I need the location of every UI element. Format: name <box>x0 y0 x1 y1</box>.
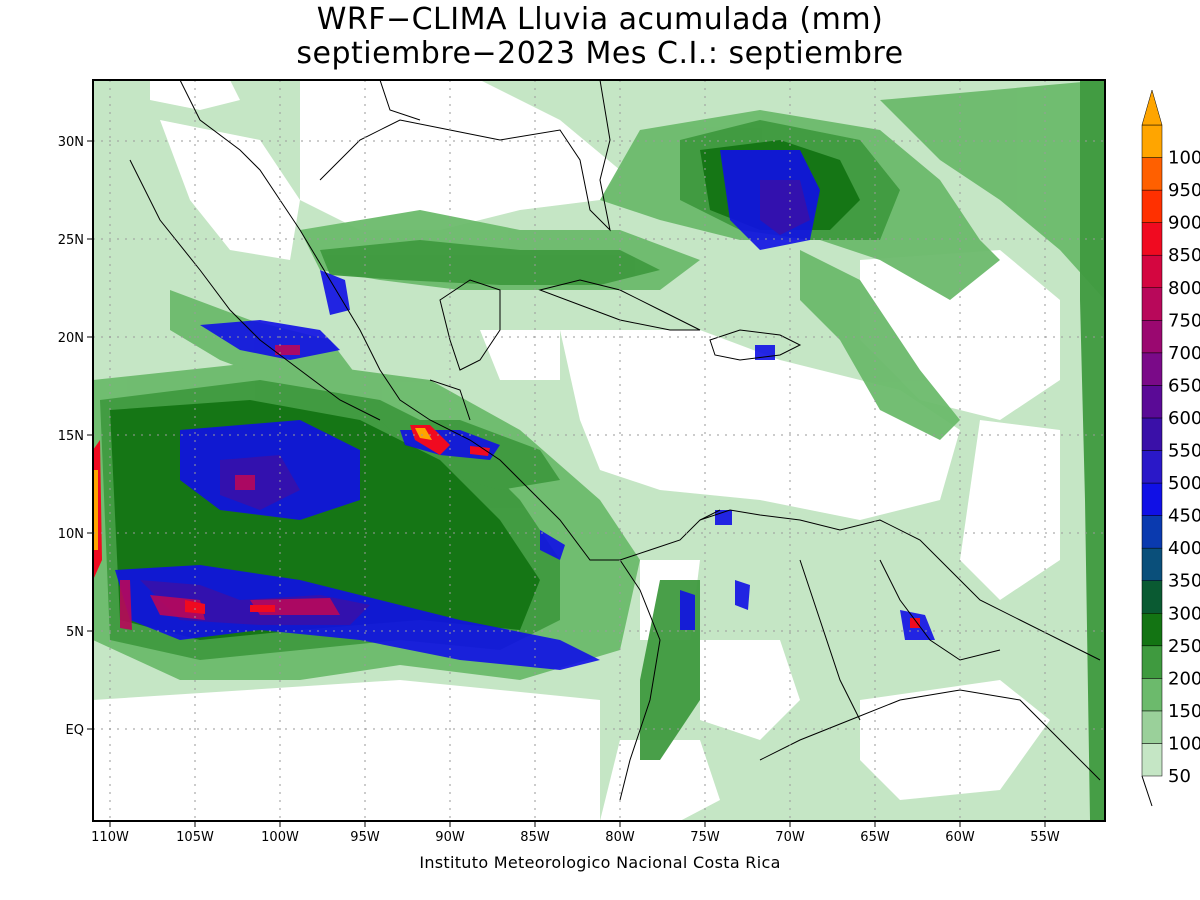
rainfall-field <box>93 80 1105 821</box>
lat-label: 15N <box>58 429 84 444</box>
colorbar-label: 300 <box>1168 603 1200 624</box>
colorbar-label: 850 <box>1168 245 1200 266</box>
lon-label: 105W <box>176 830 214 845</box>
lon-label: 55W <box>1030 830 1060 845</box>
colorbar-bottom-tail <box>1141 775 1153 807</box>
colorbar-label: 600 <box>1168 408 1200 429</box>
colorbar-swatch <box>1141 320 1163 354</box>
colorbar-label: 700 <box>1168 343 1200 364</box>
lon-label: 100W <box>261 830 299 845</box>
colorbar-swatch <box>1141 482 1163 516</box>
colorbar-swatch <box>1141 352 1163 386</box>
colorbar-swatch <box>1141 580 1163 614</box>
colorbar-swatch <box>1141 124 1163 158</box>
colorbar-swatch <box>1141 254 1163 288</box>
lat-label: 25N <box>58 233 84 248</box>
colorbar-swatch <box>1141 710 1163 744</box>
colorbar-swatch <box>1141 417 1163 451</box>
lat-label: 5N <box>66 625 84 640</box>
colorbar-label: 400 <box>1168 538 1200 559</box>
colorbar-label: 1000 <box>1168 148 1200 169</box>
colorbar-label: 750 <box>1168 310 1200 331</box>
colorbar-label: 500 <box>1168 473 1200 494</box>
colorbar-swatch <box>1141 287 1163 321</box>
lon-tick-labels: 110W 105W 100W 95W 90W 85W 80W 75W 70W 6… <box>91 830 1060 845</box>
graticule <box>93 80 1105 821</box>
colorbar-swatch <box>1141 189 1163 223</box>
colorbar-swatch <box>1141 645 1163 679</box>
colorbar-label: 650 <box>1168 375 1200 396</box>
chart-subtitle: septiembre−2023 Mes C.I.: septiembre <box>296 36 904 71</box>
colorbar-label: 150 <box>1168 701 1200 722</box>
lon-label: 70W <box>775 830 805 845</box>
colorbar-label: 950 <box>1168 180 1200 201</box>
lat-label: 20N <box>58 331 84 346</box>
colorbar-label: 450 <box>1168 506 1200 527</box>
lon-label: 85W <box>520 830 550 845</box>
rain-1000 <box>93 428 432 550</box>
colorbar-swatch <box>1141 515 1163 549</box>
colorbar-swatch <box>1141 450 1163 484</box>
colorbar-swatch <box>1141 222 1163 256</box>
colorbar-swatch <box>1141 613 1163 647</box>
colorbar-label: 550 <box>1168 441 1200 462</box>
chart-title: WRF−CLIMA Lluvia acumulada (mm) <box>316 2 884 37</box>
lon-label: 80W <box>605 830 635 845</box>
colorbar-label: 200 <box>1168 668 1200 689</box>
colorbar-label: 800 <box>1168 278 1200 299</box>
colorbar-label: 100 <box>1168 733 1200 754</box>
lat-label: 10N <box>58 527 84 542</box>
colorbar-top-arrow <box>1141 89 1163 126</box>
colorbar-swatch <box>1141 743 1163 777</box>
colorbar-label: 900 <box>1168 213 1200 234</box>
lon-label: 75W <box>690 830 720 845</box>
coastlines <box>129 80 1101 801</box>
colorbar-label: 250 <box>1168 636 1200 657</box>
lon-label: 95W <box>350 830 380 845</box>
lon-label: 90W <box>435 830 465 845</box>
lat-label: 30N <box>58 135 84 150</box>
colorbar: 50 100 150 200 250 300 350 400 450 500 550 600 650 70… <box>1141 89 1200 807</box>
colorbar-swatch <box>1141 385 1163 419</box>
lat-label: EQ <box>66 723 84 738</box>
map-frame <box>92 79 1106 822</box>
colorbar-swatch <box>1141 157 1163 191</box>
colorbar-label: 350 <box>1168 571 1200 592</box>
colorbar-swatch <box>1141 678 1163 712</box>
lat-tick-labels: 30N 25N 20N 15N 10N 5N EQ <box>58 135 84 738</box>
lon-label: 60W <box>945 830 975 845</box>
credit-text: Instituto Meteorologico Nacional Costa R… <box>419 853 781 872</box>
colorbar-label: 50 <box>1168 766 1191 787</box>
axis-ticks <box>87 140 1046 827</box>
lon-label: 65W <box>860 830 890 845</box>
colorbar-swatch <box>1141 547 1163 581</box>
lon-label: 110W <box>91 830 129 845</box>
